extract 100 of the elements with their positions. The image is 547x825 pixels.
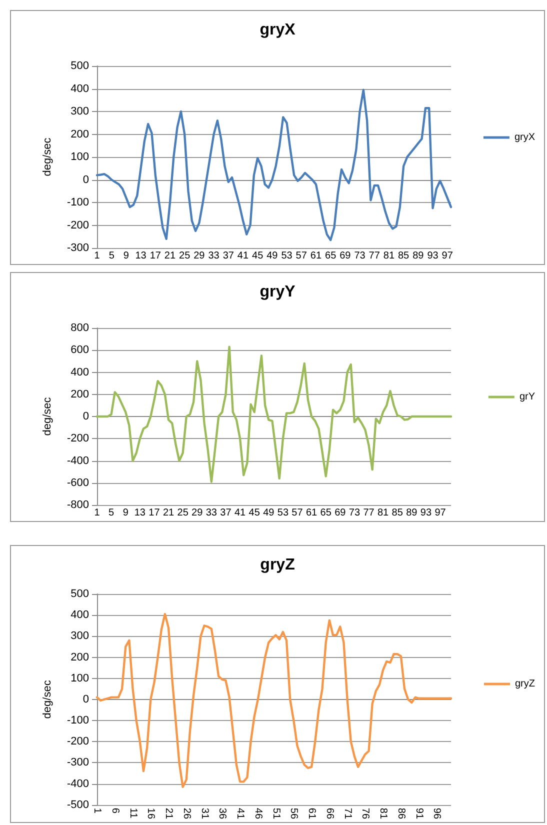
x-tick-label: 45 — [252, 250, 264, 262]
x-tick-label: 13 — [135, 250, 147, 262]
y-axis-title: deg/sec — [42, 137, 54, 176]
y-tick-label: 100 — [70, 672, 89, 684]
x-tick-label: 41 — [234, 808, 246, 820]
x-tick-label: 96 — [431, 808, 442, 820]
y-tick-label: -500 — [66, 798, 89, 811]
x-tick-label: 9 — [123, 250, 130, 262]
x-tick-label: 46 — [252, 808, 264, 820]
x-tick-label: 17 — [148, 508, 160, 518]
x-tick-label: 76 — [360, 808, 371, 820]
y-tick-label: -200 — [66, 736, 89, 748]
x-tick-label: 73 — [348, 508, 360, 518]
x-tick-label: 21 — [164, 250, 176, 262]
y-tick-label: 0 — [82, 410, 89, 422]
x-tick-label: 49 — [263, 508, 275, 518]
x-tick-label: 53 — [277, 508, 289, 518]
y-tick-label: -100 — [66, 196, 89, 208]
x-tick-label: 37 — [222, 250, 234, 262]
line-series — [96, 346, 452, 483]
y-tick-label: -600 — [66, 476, 89, 489]
y-tick-label: 500 — [70, 60, 89, 72]
x-tick-label: 61 — [306, 808, 318, 820]
chart-title: gryX — [260, 22, 296, 38]
y-tick-label: 800 — [70, 322, 89, 334]
x-tick-label: 81 — [378, 808, 389, 820]
x-tick-label: 1 — [92, 808, 102, 814]
x-tick-label: 25 — [177, 508, 189, 518]
x-tick-label: 5 — [108, 508, 115, 518]
y-tick-label: -400 — [66, 778, 89, 790]
x-tick-label: 41 — [234, 508, 246, 518]
x-tick-label: 89 — [412, 250, 424, 262]
x-tick-label: 36 — [216, 808, 228, 820]
y-tick-label: -800 — [66, 499, 89, 511]
x-tick-label: 29 — [194, 250, 206, 262]
x-tick-label: 37 — [220, 508, 232, 518]
x-tick-label: 69 — [334, 508, 346, 518]
x-tick-label: 85 — [392, 508, 404, 518]
y-tick-label: -200 — [66, 432, 89, 445]
x-tick-label: 56 — [288, 808, 300, 820]
y-tick-label: 100 — [70, 151, 89, 163]
y-tick-label: 200 — [70, 388, 89, 400]
x-tick-label: 57 — [296, 250, 308, 262]
x-tick-label: 69 — [340, 250, 352, 262]
x-tick-label: 86 — [395, 808, 406, 820]
y-tick-label: -100 — [66, 714, 89, 727]
y-axis-title: deg/sec — [42, 396, 54, 436]
line-series — [96, 88, 452, 242]
y-tick-label: 0 — [82, 693, 89, 706]
x-tick-label: 97 — [434, 508, 446, 518]
x-tick-label: 65 — [320, 508, 332, 518]
y-tick-label: 400 — [70, 366, 89, 378]
x-tick-label: 77 — [368, 250, 380, 262]
x-tick-label: 6 — [109, 808, 120, 814]
x-tick-label: 61 — [306, 508, 318, 518]
y-tick-label: 500 — [70, 588, 89, 600]
x-tick-label: 9 — [122, 508, 129, 518]
x-tick-label: 1 — [94, 508, 100, 518]
chart-title: gryY — [260, 284, 296, 300]
y-tick-label: 400 — [70, 82, 89, 95]
y-tick-label: 400 — [70, 609, 89, 622]
x-tick-label: 49 — [266, 250, 278, 262]
x-tick-label: 5 — [108, 250, 115, 262]
x-tick-label: 33 — [206, 508, 218, 518]
x-tick-label: 13 — [134, 508, 146, 518]
y-tick-label: 0 — [82, 174, 89, 186]
legend-label: gryZ — [515, 678, 535, 690]
line-series — [96, 612, 452, 788]
x-tick-label: 73 — [354, 250, 366, 262]
chart-title: gryZ — [260, 556, 296, 574]
x-tick-label: 81 — [383, 250, 395, 262]
x-tick-label: 65 — [325, 250, 337, 262]
y-tick-label: -300 — [66, 242, 89, 254]
x-tick-label: 45 — [248, 508, 260, 518]
x-tick-label: 1 — [94, 250, 100, 262]
x-tick-label: 11 — [127, 808, 138, 819]
x-tick-label: 89 — [406, 508, 418, 518]
x-tick-label: 91 — [413, 808, 424, 820]
y-tick-label: 300 — [70, 630, 89, 642]
x-tick-label: 57 — [292, 508, 304, 518]
x-tick-label: 21 — [162, 508, 175, 518]
x-tick-label: 93 — [420, 508, 432, 518]
legend-label: gryX — [514, 132, 536, 143]
y-tick-label: 600 — [70, 344, 89, 356]
x-tick-label: 33 — [208, 250, 220, 262]
x-tick-label: 85 — [398, 250, 410, 262]
y-axis-title: deg/sec — [42, 680, 54, 719]
y-tick-label: 200 — [70, 128, 89, 140]
x-tick-label: 93 — [427, 250, 439, 262]
y-tick-label: -300 — [66, 756, 89, 769]
x-tick-label: 25 — [179, 250, 191, 262]
x-tick-label: 21 — [163, 808, 174, 820]
y-tick-label: -400 — [66, 454, 89, 467]
y-tick-label: -200 — [66, 219, 89, 232]
x-tick-label: 17 — [150, 250, 162, 262]
x-tick-label: 29 — [192, 508, 204, 518]
x-tick-label: 26 — [180, 808, 192, 820]
x-tick-label: 97 — [442, 250, 454, 262]
x-tick-label: 16 — [145, 808, 156, 820]
x-tick-label: 81 — [378, 508, 390, 518]
